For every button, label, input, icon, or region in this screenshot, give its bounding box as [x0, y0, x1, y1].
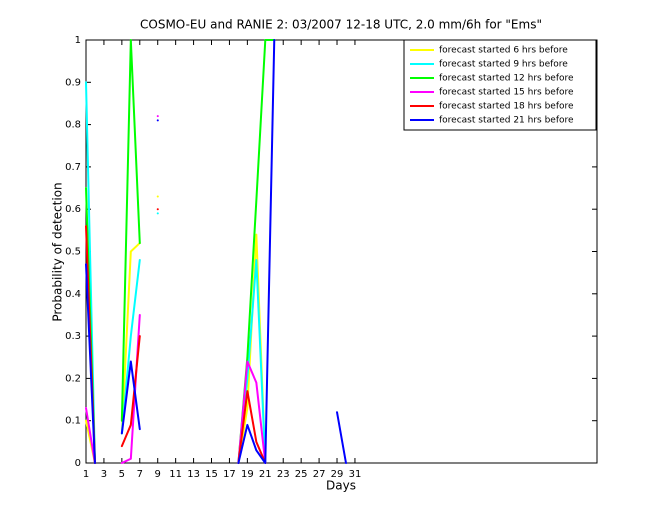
x-tick-label: 9	[155, 469, 161, 480]
data-line	[85, 81, 267, 464]
y-tick-label: 0.3	[65, 331, 81, 342]
y-tick-label: 0	[75, 458, 81, 469]
data-line	[85, 208, 267, 464]
x-tick-label: 23	[277, 469, 290, 480]
legend-label: forecast started 21 hrs before	[439, 116, 574, 126]
legend-label: forecast started 12 hrs before	[439, 74, 574, 84]
x-tick-label: 19	[241, 469, 254, 480]
legend-label: forecast started 9 hrs before	[439, 60, 568, 70]
x-tick-label: 17	[223, 469, 236, 480]
data-line	[85, 39, 347, 464]
legend-label: forecast started 15 hrs before	[439, 88, 574, 98]
x-tick-label: 5	[119, 469, 125, 480]
x-tick-label: 21	[259, 469, 272, 480]
x-tick-label: 25	[295, 469, 308, 480]
y-tick-label: 0.2	[65, 373, 81, 384]
x-tick-label: 29	[331, 469, 344, 480]
x-tick-label: 1	[83, 469, 89, 480]
y-tick-label: 0.4	[65, 289, 81, 300]
x-tick-label: 7	[137, 469, 143, 480]
x-tick-label: 27	[313, 469, 326, 480]
y-tick-label: 0.9	[65, 77, 81, 88]
y-axis-label: Probability of detection	[51, 182, 65, 321]
chart-title: COSMO-EU and RANIE 2: 03/2007 12-18 UTC,…	[140, 18, 542, 32]
y-tick-label: 0.7	[65, 162, 81, 173]
x-tick-label: 15	[205, 469, 218, 480]
y-tick-label: 0.5	[65, 247, 81, 258]
data-line	[85, 115, 267, 464]
x-axis-label: Days	[326, 479, 356, 493]
y-tick-label: 0.6	[65, 204, 81, 215]
x-tick-label: 3	[101, 469, 107, 480]
x-tick-label: 31	[349, 469, 362, 480]
data-line	[85, 195, 267, 464]
y-tick-label: 0.8	[65, 120, 81, 131]
x-tick-label: 11	[169, 469, 182, 480]
legend-box	[403, 39, 597, 131]
x-tick-label: 13	[187, 469, 200, 480]
y-tick-label: 1	[75, 35, 81, 46]
y-tick-label: 0.1	[65, 416, 81, 427]
legend-label: forecast started 18 hrs before	[439, 102, 574, 112]
legend-label: forecast started 6 hrs before	[439, 46, 568, 56]
